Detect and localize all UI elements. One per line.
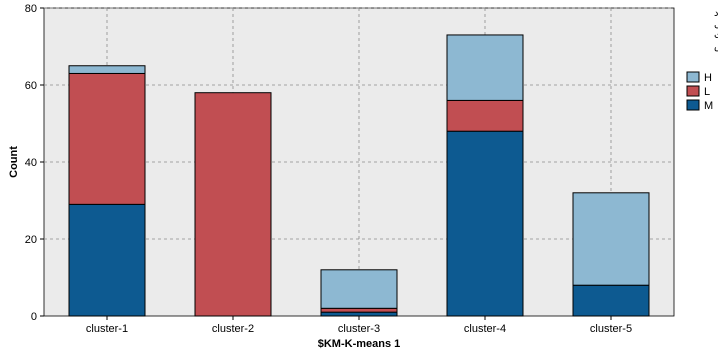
legend: برآوردکلیاهمیتنفس HLM <box>686 6 718 112</box>
bar-segment-cluster-2-L <box>194 92 272 317</box>
y-tick-label: 60 <box>25 80 37 92</box>
bar-segment-cluster-3-H <box>320 269 398 309</box>
y-tick-label: 0 <box>31 311 37 323</box>
bar-segment-cluster-5-M <box>572 284 650 317</box>
y-tick-label: 80 <box>25 3 37 15</box>
legend-title-line: کلی <box>714 19 718 30</box>
bar-segment-cluster-3-M <box>320 311 398 317</box>
y-axis: 0 20 40 60 80 <box>25 3 44 323</box>
x-tick-label: cluster-5 <box>590 323 632 335</box>
bar-segment-cluster-1-H <box>68 65 146 74</box>
legend-title-line: اهمیت <box>714 30 718 41</box>
legend-swatch-L <box>686 85 700 97</box>
legend-swatch-M <box>686 99 700 111</box>
y-tick-label: 40 <box>25 157 37 169</box>
legend-label-M: M <box>704 100 713 112</box>
legend-title-line: نفس <box>714 41 718 52</box>
y-axis-title: Count <box>8 146 20 178</box>
y-tick-label: 20 <box>25 234 37 246</box>
x-axis: cluster-1 cluster-2 cluster-3 cluster-4 clus… <box>86 316 632 335</box>
legend-title-line: برآورد <box>714 6 718 19</box>
grid-lines <box>44 7 674 316</box>
bar-segment-cluster-4-H <box>446 34 524 101</box>
bar-segment-cluster-5-H <box>572 192 650 286</box>
legend-swatch-H <box>686 71 700 83</box>
legend-label-H: H <box>704 72 712 84</box>
x-tick-label: cluster-1 <box>86 323 128 335</box>
bar-segment-cluster-1-L <box>68 72 146 205</box>
x-tick-label: cluster-4 <box>464 323 506 335</box>
bar-segment-cluster-1-M <box>68 203 146 317</box>
legend-label-L: L <box>704 86 710 98</box>
bar-segment-cluster-4-M <box>446 130 524 317</box>
x-tick-label: cluster-3 <box>338 323 380 335</box>
bar-segment-cluster-3-L <box>320 307 398 313</box>
bar-segment-cluster-4-L <box>446 99 524 132</box>
x-tick-label: cluster-2 <box>212 323 254 335</box>
x-axis-title: $KM-K-means 1 <box>318 338 401 350</box>
